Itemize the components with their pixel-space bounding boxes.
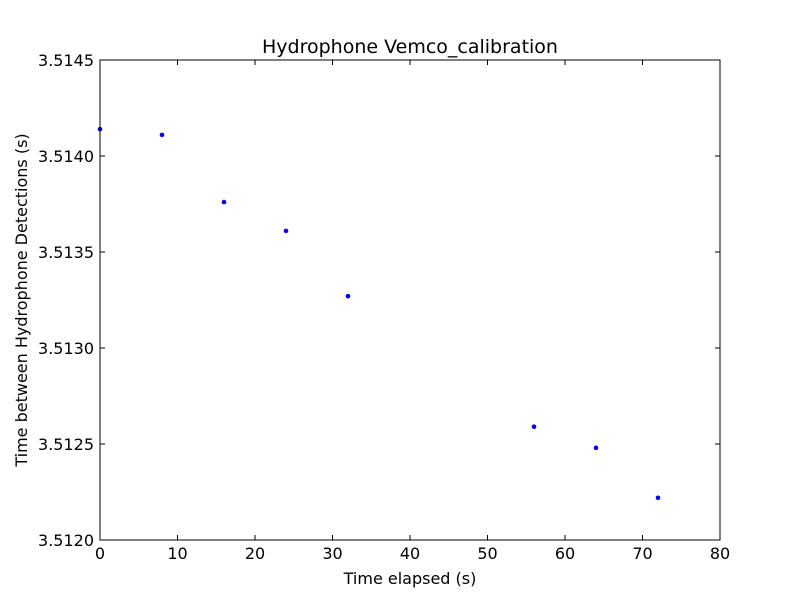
data-points xyxy=(97,126,661,501)
y-tick-label: 3.5125 xyxy=(38,435,94,454)
y-tick-label: 3.5130 xyxy=(38,339,94,358)
data-point xyxy=(221,199,227,205)
data-point xyxy=(345,293,351,299)
x-axis-label: Time elapsed (s) xyxy=(343,569,477,588)
x-tick-label: 60 xyxy=(555,544,575,563)
y-tick-label: 3.5120 xyxy=(38,531,94,550)
x-tick-label: 70 xyxy=(632,544,652,563)
y-tick-label: 3.5140 xyxy=(38,147,94,166)
data-point xyxy=(283,228,289,234)
data-point xyxy=(593,445,599,451)
x-tick-label: 30 xyxy=(322,544,342,563)
y-tick-label: 3.5135 xyxy=(38,243,94,262)
x-tick-label: 80 xyxy=(710,544,730,563)
x-tick-label: 20 xyxy=(245,544,265,563)
x-tick-label: 40 xyxy=(400,544,420,563)
plot-area-frame xyxy=(99,59,721,541)
x-tick-label: 0 xyxy=(95,544,105,563)
data-point xyxy=(159,132,165,138)
x-tick-label: 10 xyxy=(167,544,187,563)
y-axis-label: Time between Hydrophone Detections (s) xyxy=(12,133,31,467)
data-point xyxy=(531,424,537,430)
axis-ticks: 0 10 20 30 40 50 60 70 80 3.5120 3.5125 3.5130 3.513… xyxy=(38,51,730,563)
y-tick-label: 3.5145 xyxy=(38,51,94,70)
x-tick-label: 50 xyxy=(477,544,497,563)
data-point xyxy=(655,495,661,501)
chart-title: Hydrophone Vemco_calibration xyxy=(262,36,558,58)
